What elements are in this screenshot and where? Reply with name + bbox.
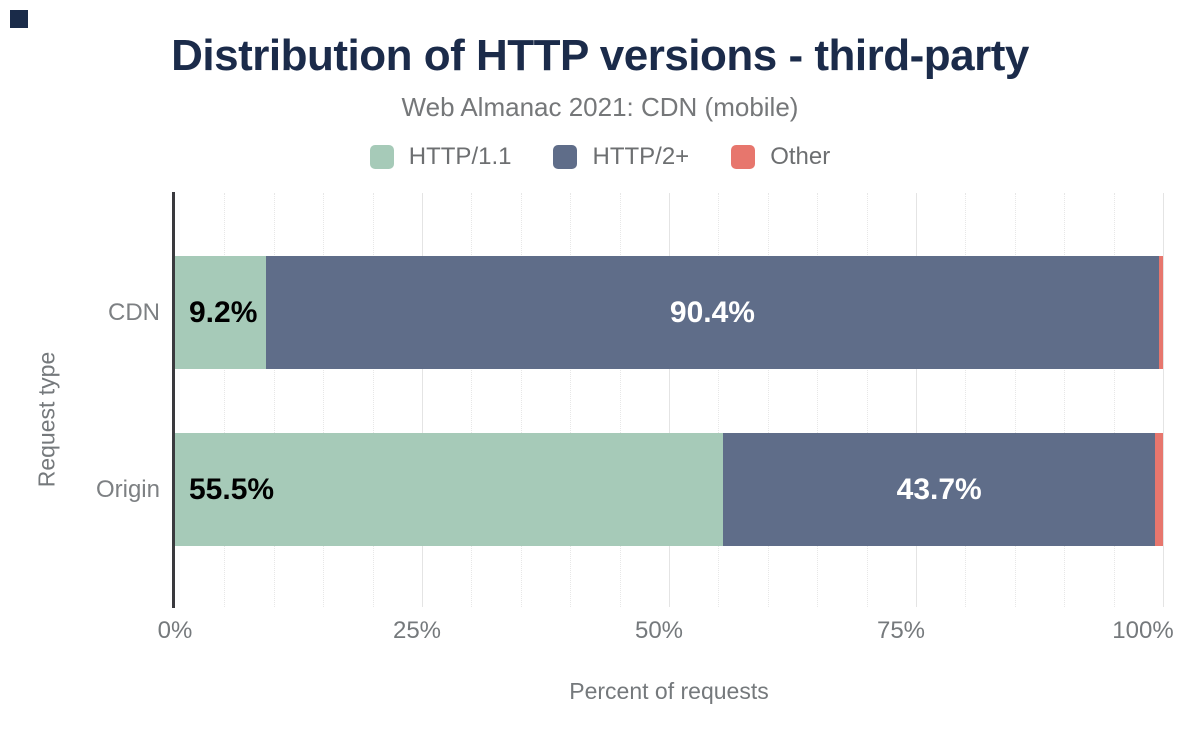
legend-label: HTTP/2+ xyxy=(592,143,690,170)
legend-label: HTTP/1.1 xyxy=(408,143,512,170)
bar-row-origin: 55.5% 43.7% xyxy=(175,433,1163,546)
x-tick-label-100: 100% xyxy=(1112,617,1174,644)
gridline-major xyxy=(1163,193,1164,607)
gridline-minor xyxy=(817,193,819,607)
x-tick-label-0: 0% xyxy=(157,617,193,644)
bar-value-label: 43.7% xyxy=(896,472,982,506)
legend-swatch-http-1-1 xyxy=(369,145,394,169)
legend: HTTP/1.1 HTTP/2+ Other xyxy=(0,142,1200,172)
gridline-minor xyxy=(323,193,325,607)
legend-swatch-other xyxy=(731,145,756,169)
corner-logo-mark xyxy=(10,10,28,28)
legend-item-other: Other xyxy=(731,143,830,171)
chart-title: Distribution of HTTP versions - third-pa… xyxy=(171,31,1029,80)
chart-subtitle: Web Almanac 2021: CDN (mobile) xyxy=(401,92,799,122)
bar-segment-http-2[interactable]: 43.7% xyxy=(723,433,1156,546)
category-label-origin: Origin xyxy=(95,475,160,503)
bar-segment-http-1-1[interactable]: 55.5% xyxy=(175,433,724,546)
gridline-major xyxy=(669,193,670,607)
x-tick-label-75: 75% xyxy=(876,617,926,644)
x-tick-label-50: 50% xyxy=(634,617,684,644)
gridline-minor xyxy=(224,193,226,607)
gridline-minor xyxy=(520,193,522,607)
gridline-minor xyxy=(570,193,572,607)
gridline-minor xyxy=(866,193,868,607)
x-tick-label-25: 25% xyxy=(392,617,442,644)
gridline-minor xyxy=(1064,193,1066,607)
bar-segment-other[interactable] xyxy=(1155,433,1163,546)
bar-segment-http-1-1[interactable]: 9.2% xyxy=(175,256,266,369)
gridline-minor xyxy=(619,193,621,607)
category-label-cdn: CDN xyxy=(108,298,160,326)
gridline-minor xyxy=(1113,193,1115,607)
gridline-minor xyxy=(1014,193,1016,607)
y-axis-line xyxy=(172,192,175,608)
bar-segment-other[interactable] xyxy=(1159,256,1163,369)
legend-item-http-2: HTTP/2+ xyxy=(553,143,689,171)
legend-item-http-1-1: HTTP/1.1 xyxy=(369,143,512,171)
gridline-minor xyxy=(273,193,275,607)
gridline-major xyxy=(916,193,917,607)
bar-value-label: 9.2% xyxy=(189,295,258,329)
bar-segment-http-2[interactable]: 90.4% xyxy=(265,256,1160,369)
legend-label: Other xyxy=(770,143,831,170)
gridline-minor xyxy=(471,193,473,607)
gridline-minor xyxy=(767,193,769,607)
bar-value-label: 55.5% xyxy=(189,472,275,506)
gridline-minor xyxy=(718,193,720,607)
gridline-minor xyxy=(965,193,967,607)
bar-row-cdn: 9.2% 90.4% xyxy=(175,256,1163,369)
bar-value-label: 90.4% xyxy=(669,295,755,329)
gridline-minor xyxy=(372,193,374,607)
legend-swatch-http-2 xyxy=(553,145,578,169)
gridline-major xyxy=(422,193,423,607)
x-axis-title: Percent of requests xyxy=(569,678,769,704)
